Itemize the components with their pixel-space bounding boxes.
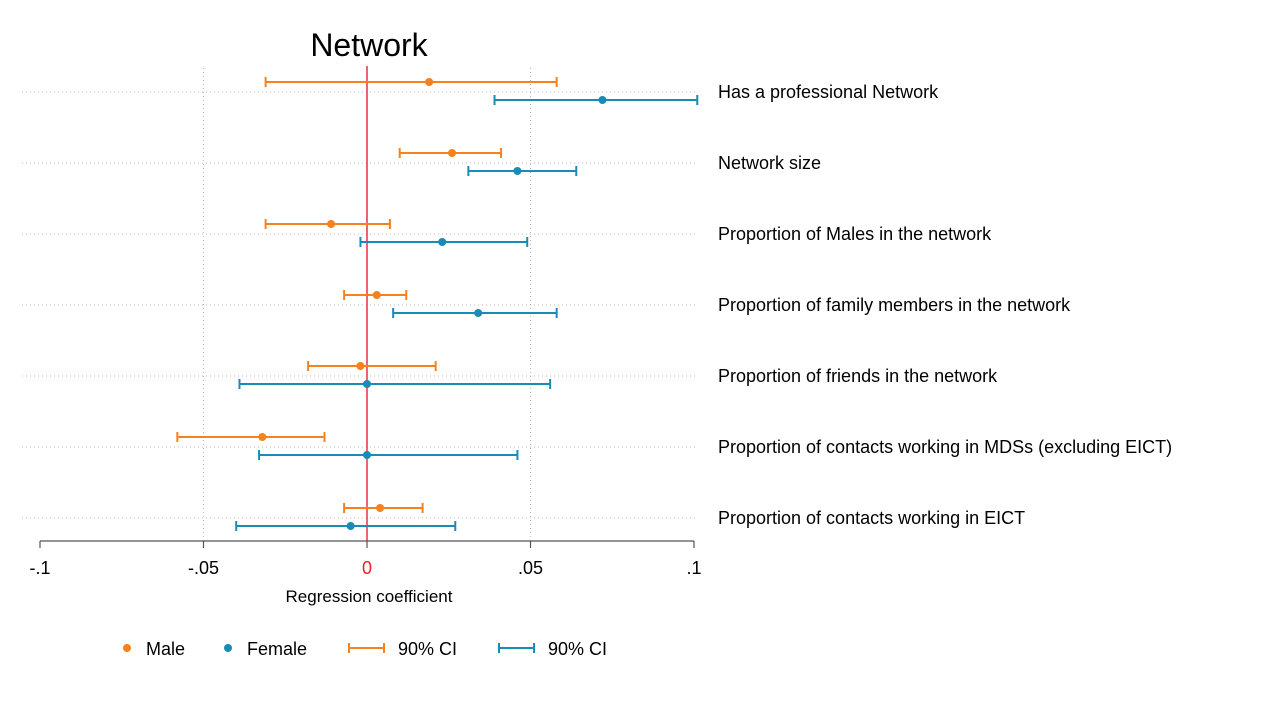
- estimate-point: [363, 380, 371, 388]
- x-tick-label: 0: [362, 558, 372, 578]
- category-label: Proportion of family members in the netw…: [718, 295, 1071, 315]
- category-label: Proportion of Males in the network: [718, 224, 992, 244]
- category-label: Proportion of friends in the network: [718, 366, 998, 386]
- plot-area: [176, 77, 699, 531]
- estimate-point: [598, 96, 607, 104]
- category-label: Proportion of contacts working in MDSs (…: [718, 437, 1172, 457]
- estimate-point: [363, 451, 371, 459]
- x-axis: -.1 -.05 0 .05 .1: [29, 540, 702, 578]
- ci-bar: [235, 521, 457, 531]
- estimate-point: [474, 309, 483, 317]
- ci-bar: [493, 95, 699, 105]
- category-label: Has a professional Network: [718, 82, 939, 102]
- x-tick-label: .05: [518, 558, 543, 578]
- legend-label: Female: [247, 639, 307, 659]
- estimate-point: [425, 78, 434, 86]
- ci-bar: [238, 379, 552, 389]
- estimate-point: [448, 149, 457, 157]
- estimate-point: [376, 504, 385, 512]
- x-tick-label: -.05: [188, 558, 219, 578]
- ci-bar: [176, 432, 326, 442]
- estimate-point: [258, 433, 267, 441]
- estimate-point: [438, 238, 447, 246]
- category-labels: Has a professional Network Network size Pr…: [718, 82, 1172, 528]
- estimate-point: [327, 220, 336, 228]
- legend: Male Female 90% CI 90% CI: [123, 639, 607, 659]
- legend-item-point: Male: [123, 639, 185, 659]
- category-label: Network size: [718, 153, 821, 173]
- legend-label: 90% CI: [548, 639, 607, 659]
- legend-label: Male: [146, 639, 185, 659]
- ci-bar: [258, 450, 519, 460]
- estimate-point: [346, 522, 355, 530]
- estimate-point: [356, 362, 365, 370]
- category-label: Proportion of contacts working in EICT: [718, 508, 1025, 528]
- legend-item-ci: 90% CI: [498, 639, 607, 659]
- x-tick-label: .1: [686, 558, 701, 578]
- legend-item-ci: 90% CI: [348, 639, 457, 659]
- legend-item-point: Female: [224, 639, 307, 659]
- ci-bar: [467, 166, 578, 176]
- estimate-point: [372, 291, 381, 299]
- estimate-point: [513, 167, 522, 175]
- legend-marker: [123, 644, 131, 652]
- legend-label: 90% CI: [398, 639, 457, 659]
- chart-title: Network: [310, 27, 428, 63]
- legend-marker: [224, 644, 232, 652]
- ci-bar: [307, 361, 437, 371]
- x-tick-label: -.1: [29, 558, 50, 578]
- x-axis-label: Regression coefficient: [286, 587, 453, 606]
- ci-bar: [264, 77, 558, 87]
- grid: [22, 68, 698, 541]
